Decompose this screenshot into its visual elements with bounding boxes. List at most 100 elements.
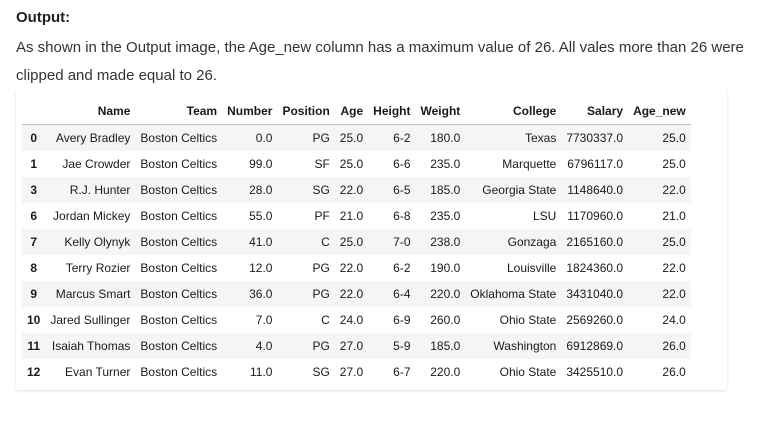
cell-weight: 185.0 <box>430 339 461 353</box>
cell-salary: 6796117.0 <box>567 157 624 171</box>
row-index: 10 <box>27 313 41 327</box>
cell-team: Boston Celtics <box>140 287 218 301</box>
cell-height: 6-7 <box>393 365 411 379</box>
column-header-salary: Salary <box>561 98 629 125</box>
row-index: 12 <box>27 365 41 379</box>
cell-position: C <box>321 235 330 249</box>
index-header <box>22 98 46 125</box>
cell-name: Marcus Smart <box>55 287 131 301</box>
cell-team: Boston Celtics <box>140 235 218 249</box>
cell-name: Evan Turner <box>65 365 131 379</box>
description-paragraph: As shown in the Output image, the Age_ne… <box>16 39 744 84</box>
cell-age-new: 24.0 <box>662 313 686 327</box>
cell-salary: 6912869.0 <box>566 339 624 353</box>
row-index: 9 <box>30 287 38 301</box>
row-index: 6 <box>30 209 38 223</box>
cell-height: 6-5 <box>393 183 411 197</box>
cell-position: C <box>321 313 330 327</box>
cell-age-new: 26.0 <box>662 339 686 353</box>
dataframe-table: Name Team Number Position Age Height Weight Col… <box>22 98 691 385</box>
column-header-team: Team <box>135 98 223 125</box>
cell-position: PG <box>312 261 330 275</box>
cell-age: 24.0 <box>339 313 364 327</box>
cell-college: Marquette <box>502 157 557 171</box>
cell-age-new: 22.0 <box>662 183 686 197</box>
cell-number: 0.0 <box>255 131 273 145</box>
cell-college: Texas <box>524 131 557 145</box>
cell-number: 7.0 <box>255 313 273 327</box>
cell-number: 28.0 <box>249 183 273 197</box>
cell-team: Boston Celtics <box>140 261 218 275</box>
cell-age-new: 25.0 <box>662 235 686 249</box>
cell-age-new: 22.0 <box>662 261 686 275</box>
cell-weight: 220.0 <box>430 287 461 301</box>
column-header-weight: Weight <box>415 98 466 125</box>
cell-age: 25.0 <box>339 131 364 145</box>
cell-number: 41.0 <box>249 235 273 249</box>
table-row: 8 Terry Rozier Boston Celtics 12.0 PG 22.0 6-2… <box>22 255 691 281</box>
table-row: 0 Avery Bradley Boston Celtics 0.0 PG 25.0 6-2… <box>22 124 691 151</box>
output-heading: Output: <box>16 9 71 26</box>
cell-name: Jae Crowder <box>62 157 131 171</box>
cell-position: PF <box>314 209 330 223</box>
cell-name: Kelly Olynyk <box>64 235 131 249</box>
cell-age: 21.0 <box>339 209 364 223</box>
row-index: 1 <box>30 157 38 171</box>
cell-age-new: 21.0 <box>662 209 686 223</box>
cell-team: Boston Celtics <box>140 131 218 145</box>
cell-college: Louisville <box>506 261 557 275</box>
row-index: 0 <box>30 131 38 145</box>
column-header-name: Name <box>45 98 136 125</box>
cell-name: Jared Sullinger <box>50 313 131 327</box>
column-header-height: Height <box>368 98 416 125</box>
cell-weight: 190.0 <box>430 261 461 275</box>
cell-salary: 1824360.0 <box>566 261 624 275</box>
cell-weight: 220.0 <box>430 365 461 379</box>
cell-weight: 238.0 <box>430 235 461 249</box>
cell-age-new: 26.0 <box>662 365 686 379</box>
cell-name: Jordan Mickey <box>53 209 131 223</box>
cell-salary: 2569260.0 <box>566 313 624 327</box>
cell-weight: 260.0 <box>430 313 461 327</box>
table-row: 11 Isaiah Thomas Boston Celtics 4.0 PG 27.0 5-… <box>22 333 691 359</box>
cell-salary: 7730337.0 <box>566 131 624 145</box>
cell-name: Avery Bradley <box>55 131 131 145</box>
column-header-age: Age <box>334 98 369 125</box>
table-row: 3 R.J. Hunter Boston Celtics 28.0 SG 22.0 6-5 1… <box>22 177 691 203</box>
cell-age: 25.0 <box>339 157 364 171</box>
row-index: 11 <box>27 339 41 353</box>
cell-college: Washington <box>493 339 557 353</box>
cell-weight: 235.0 <box>430 209 461 223</box>
cell-position: SG <box>312 183 330 197</box>
table-row: 12 Evan Turner Boston Celtics 11.0 SG 27.0 6-7… <box>22 359 691 385</box>
article: Output: As shown in the Output image, th… <box>16 8 766 90</box>
cell-position: PG <box>312 131 330 145</box>
cell-position: SG <box>312 365 330 379</box>
cell-age: 27.0 <box>339 339 364 353</box>
row-index: 7 <box>30 235 38 249</box>
cell-age: 27.0 <box>339 365 364 379</box>
cell-age-new: 25.0 <box>662 131 686 145</box>
cell-college: Gonzaga <box>507 235 557 249</box>
cell-height: 6-4 <box>393 287 411 301</box>
table-row: 7 Kelly Olynyk Boston Celtics 41.0 C 25.0 7-0 2… <box>22 229 691 255</box>
cell-number: 99.0 <box>249 157 273 171</box>
cell-age-new: 22.0 <box>662 287 686 301</box>
table-row: 6 Jordan Mickey Boston Celtics 55.0 PF 21.0 6-… <box>22 203 691 229</box>
column-header-college: College <box>465 98 562 125</box>
row-index: 3 <box>30 183 38 197</box>
cell-number: 12.0 <box>249 261 273 275</box>
cell-height: 6-6 <box>393 157 411 171</box>
cell-age: 22.0 <box>339 261 364 275</box>
cell-weight: 185.0 <box>430 183 461 197</box>
cell-team: Boston Celtics <box>140 183 218 197</box>
cell-college: Ohio State <box>499 313 557 327</box>
cell-salary: 2165160.0 <box>566 235 624 249</box>
cell-team: Boston Celtics <box>140 365 218 379</box>
cell-position: PG <box>312 287 330 301</box>
column-header-age-new: Age_new <box>628 98 691 125</box>
cell-college: Oklahoma State <box>470 287 557 301</box>
cell-age: 25.0 <box>339 235 364 249</box>
table-row: 10 Jared Sullinger Boston Celtics 7.0 C 24.0 6… <box>22 307 691 333</box>
cell-weight: 235.0 <box>430 157 461 171</box>
